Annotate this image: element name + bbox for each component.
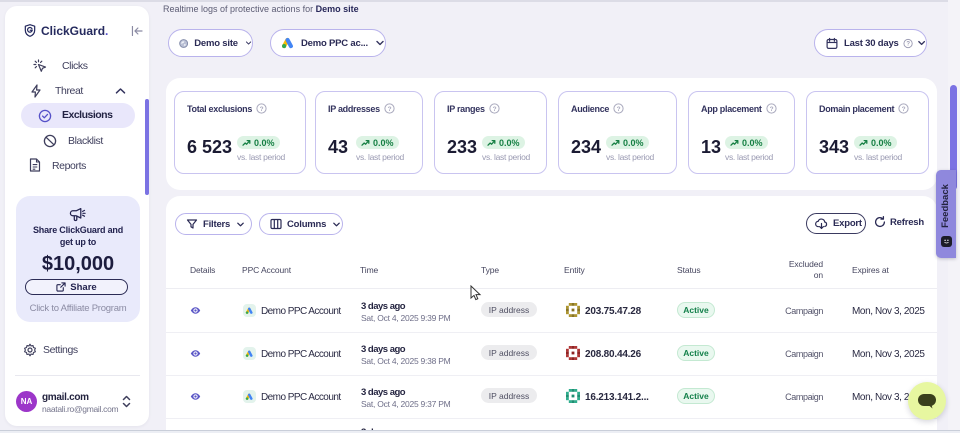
svg-text:?: ? [617,106,621,113]
svg-text:?: ? [769,106,773,113]
svg-text:?: ? [902,106,906,113]
svg-text:?: ? [387,106,391,113]
svg-text:?: ? [260,106,264,113]
svg-text:?: ? [906,41,910,47]
svg-text:?: ? [492,106,496,113]
